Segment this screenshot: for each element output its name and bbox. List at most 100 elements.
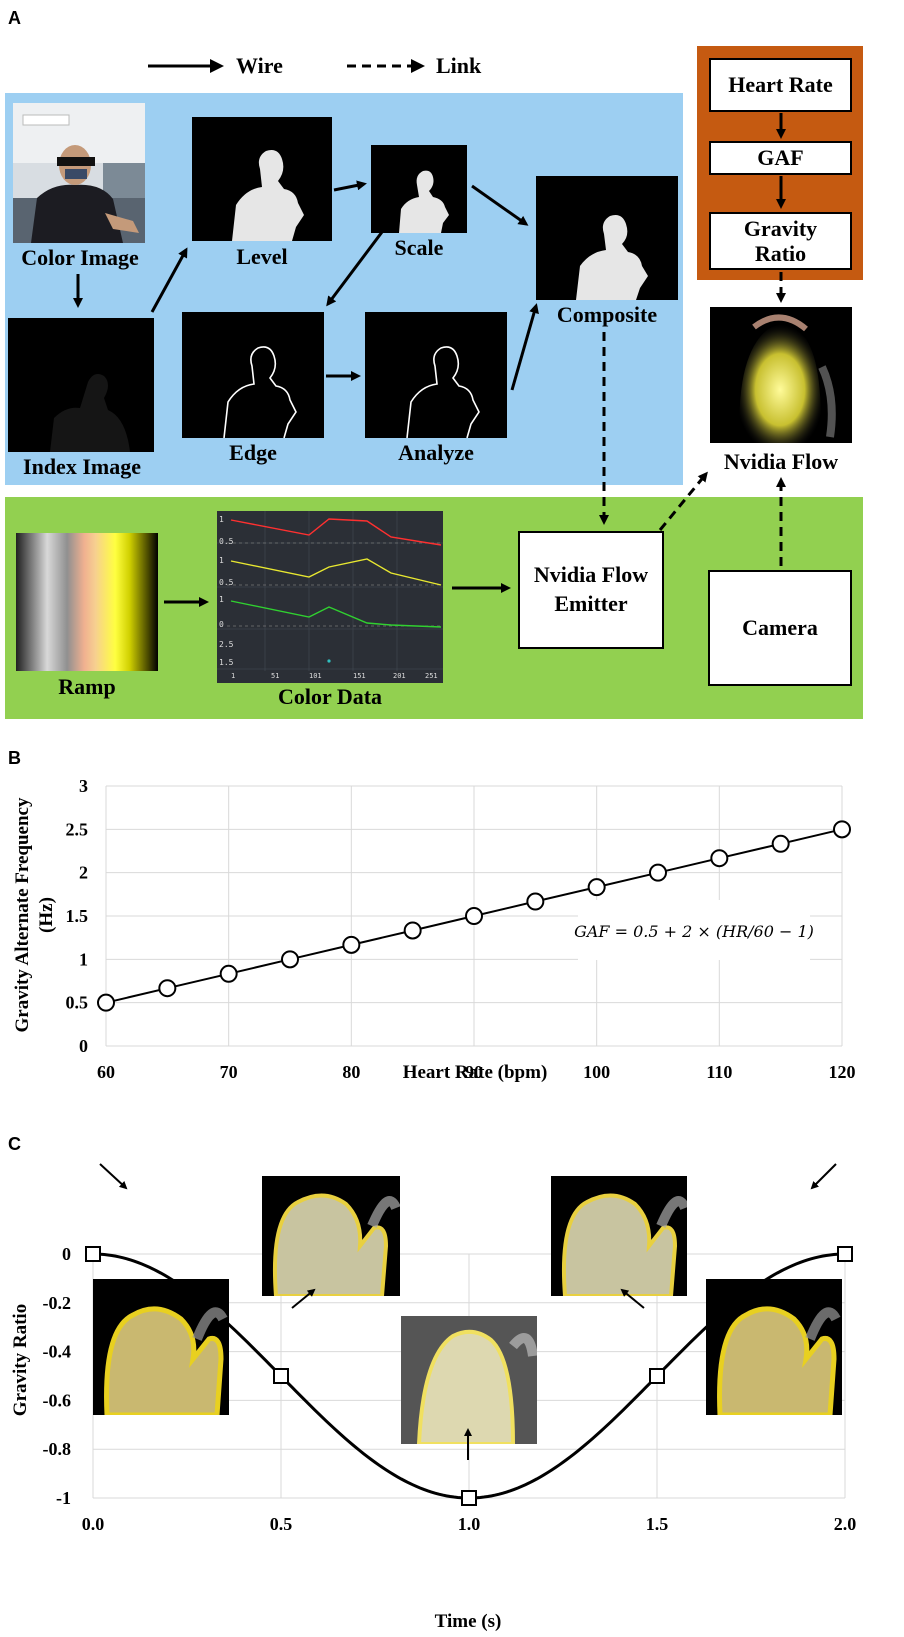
gaf-x-tick: 60 xyxy=(97,1062,115,1082)
gaf-data-point xyxy=(833,820,851,839)
composite-thumbnail xyxy=(536,176,678,300)
gravity-ratio-line2: Ratio xyxy=(754,241,807,266)
gaf-data-point xyxy=(158,979,177,998)
yellow-channel-line xyxy=(230,558,442,586)
gravity-ratio-line1: Gravity xyxy=(743,215,818,241)
svg-text:1: 1 xyxy=(219,515,224,524)
gaf-formula: GAF = 0.5 + 2 × (HR/60 − 1) xyxy=(574,922,814,941)
gaf-data-point xyxy=(219,964,238,983)
gaf-x-tick: 100 xyxy=(583,1062,610,1082)
gaf-data-point xyxy=(587,878,606,897)
gravity-x-tick: 1.5 xyxy=(646,1514,669,1534)
index-image-thumbnail xyxy=(8,318,154,452)
svg-text:0.5: 0.5 xyxy=(219,578,234,587)
cd-tick-1: 1 xyxy=(231,672,236,680)
cd-tick-151: 151 xyxy=(353,672,366,680)
gaf-y-tick: 1.5 xyxy=(66,906,89,926)
gravity-x-tick: 2.0 xyxy=(834,1514,857,1534)
flow-snapshot-t0 xyxy=(93,1279,229,1415)
gravity-data-point xyxy=(649,1368,665,1384)
gaf-y-tick: 2.5 xyxy=(66,819,89,839)
gravity-y-axis-label: Gravity Ratio xyxy=(10,1304,31,1416)
gravity-y-tick: -1 xyxy=(56,1488,71,1508)
gaf-data-point xyxy=(281,950,299,969)
ramp-gradient xyxy=(16,533,158,671)
wire-legend-arrow xyxy=(148,59,224,73)
gaf-x-axis-label: Heart Rate (bpm) xyxy=(403,1062,548,1083)
emitter-line2: Emitter xyxy=(554,591,628,616)
cd-tick-201: 201 xyxy=(393,672,406,680)
analyze-thumbnail xyxy=(365,312,507,438)
link-legend-arrow xyxy=(347,59,425,73)
composite-label: Composite xyxy=(556,302,658,327)
level-thumbnail xyxy=(192,117,332,241)
nvidia-flow-label: Nvidia Flow xyxy=(723,449,839,474)
gaf-x-tick: 90 xyxy=(465,1062,483,1082)
cd-tick-51: 51 xyxy=(271,672,280,680)
svg-text:0: 0 xyxy=(219,620,224,629)
gaf-label: GAF xyxy=(757,144,804,170)
gaf-data-point xyxy=(526,892,545,911)
gaf-x-tick: 110 xyxy=(706,1062,732,1082)
flow-snapshot-t10 xyxy=(401,1316,537,1444)
gravity-y-tick: -0.4 xyxy=(43,1342,72,1362)
gravity-y-tick: -0.6 xyxy=(43,1390,72,1410)
gaf-y-tick: 0 xyxy=(79,1036,88,1056)
svg-text:2.5: 2.5 xyxy=(219,640,234,649)
red-channel-line xyxy=(230,518,442,546)
color-image-thumbnail xyxy=(13,103,145,243)
gravity-ratio-points xyxy=(85,1246,853,1506)
snapshot-pointer-arrows xyxy=(99,1163,837,1460)
green-channel-line xyxy=(230,600,442,628)
color-data-x-ticks: 1 51 101 151 201 251 xyxy=(217,671,443,683)
cd-tick-251: 251 xyxy=(425,672,438,680)
gaf-data-point xyxy=(649,863,667,882)
gaf-y-tick: 0.5 xyxy=(66,993,89,1013)
panel-label-b: B xyxy=(8,748,21,768)
svg-text:1: 1 xyxy=(219,556,224,565)
gravity-ratio-box: Gravity Ratio xyxy=(709,212,852,270)
camera-label: Camera xyxy=(742,614,818,640)
gaf-x-tick: 70 xyxy=(220,1062,238,1082)
heart-rate-box: Heart Rate xyxy=(709,58,852,112)
person-photo-icon xyxy=(13,103,145,243)
edge-thumbnail xyxy=(182,312,324,438)
gaf-y-tick: 3 xyxy=(79,776,88,796)
gaf-box: GAF xyxy=(709,141,852,175)
panel-label-c: C xyxy=(8,1134,21,1154)
color-data-graph: 1 0.5 1 0.5 1 0 2.5 1.5 1 51 101 151 201 251 xyxy=(217,511,443,683)
gaf-y-axis-label-line2: (Hz) xyxy=(36,897,57,933)
gravity-y-tick: -0.8 xyxy=(43,1439,72,1459)
nvidia-flow-render xyxy=(710,307,852,443)
gaf-chart: 60 70 80 90 100 110 120 0 0.5 1 1.5 2 2.5 3 Heart Ra… xyxy=(12,776,856,1083)
panel-label-a: A xyxy=(8,8,21,28)
ramp-label: Ramp xyxy=(58,674,116,699)
gaf-data-point xyxy=(403,921,422,940)
gaf-data-point xyxy=(342,935,361,954)
gaf-x-tick: 80 xyxy=(342,1062,360,1082)
emitter-line1: Nvidia Flow xyxy=(533,562,649,588)
gravity-data-point xyxy=(837,1246,853,1262)
level-label: Level xyxy=(236,244,288,269)
nvidia-flow-emitter-box: Nvidia Flow Emitter xyxy=(518,531,664,649)
scale-label: Scale xyxy=(394,235,444,260)
gaf-data-point xyxy=(771,834,790,853)
gravity-y-tick: 0 xyxy=(62,1244,71,1264)
gravity-data-point xyxy=(273,1368,289,1384)
color-image-label: Color Image xyxy=(21,245,139,270)
gravity-y-tick: -0.2 xyxy=(43,1293,72,1313)
gaf-y-axis-label-line1: Gravity Alternate Frequency xyxy=(12,797,33,1032)
gaf-series-points xyxy=(97,820,851,1012)
gravity-x-axis-label: Time (s) xyxy=(435,1611,502,1632)
scale-thumbnail xyxy=(371,145,467,233)
gravity-x-tick: 0.5 xyxy=(270,1514,293,1534)
gaf-y-tick: 2 xyxy=(79,863,88,883)
gaf-data-point xyxy=(97,993,115,1012)
wire-legend-label: Wire xyxy=(236,53,283,78)
gaf-data-point xyxy=(465,907,483,925)
flow-snapshot-t05 xyxy=(262,1176,400,1296)
color-data-label: Color Data xyxy=(277,684,383,709)
camera-box: Camera xyxy=(708,570,852,686)
analyze-label: Analyze xyxy=(398,440,474,465)
index-image-label: Index Image xyxy=(23,454,141,479)
